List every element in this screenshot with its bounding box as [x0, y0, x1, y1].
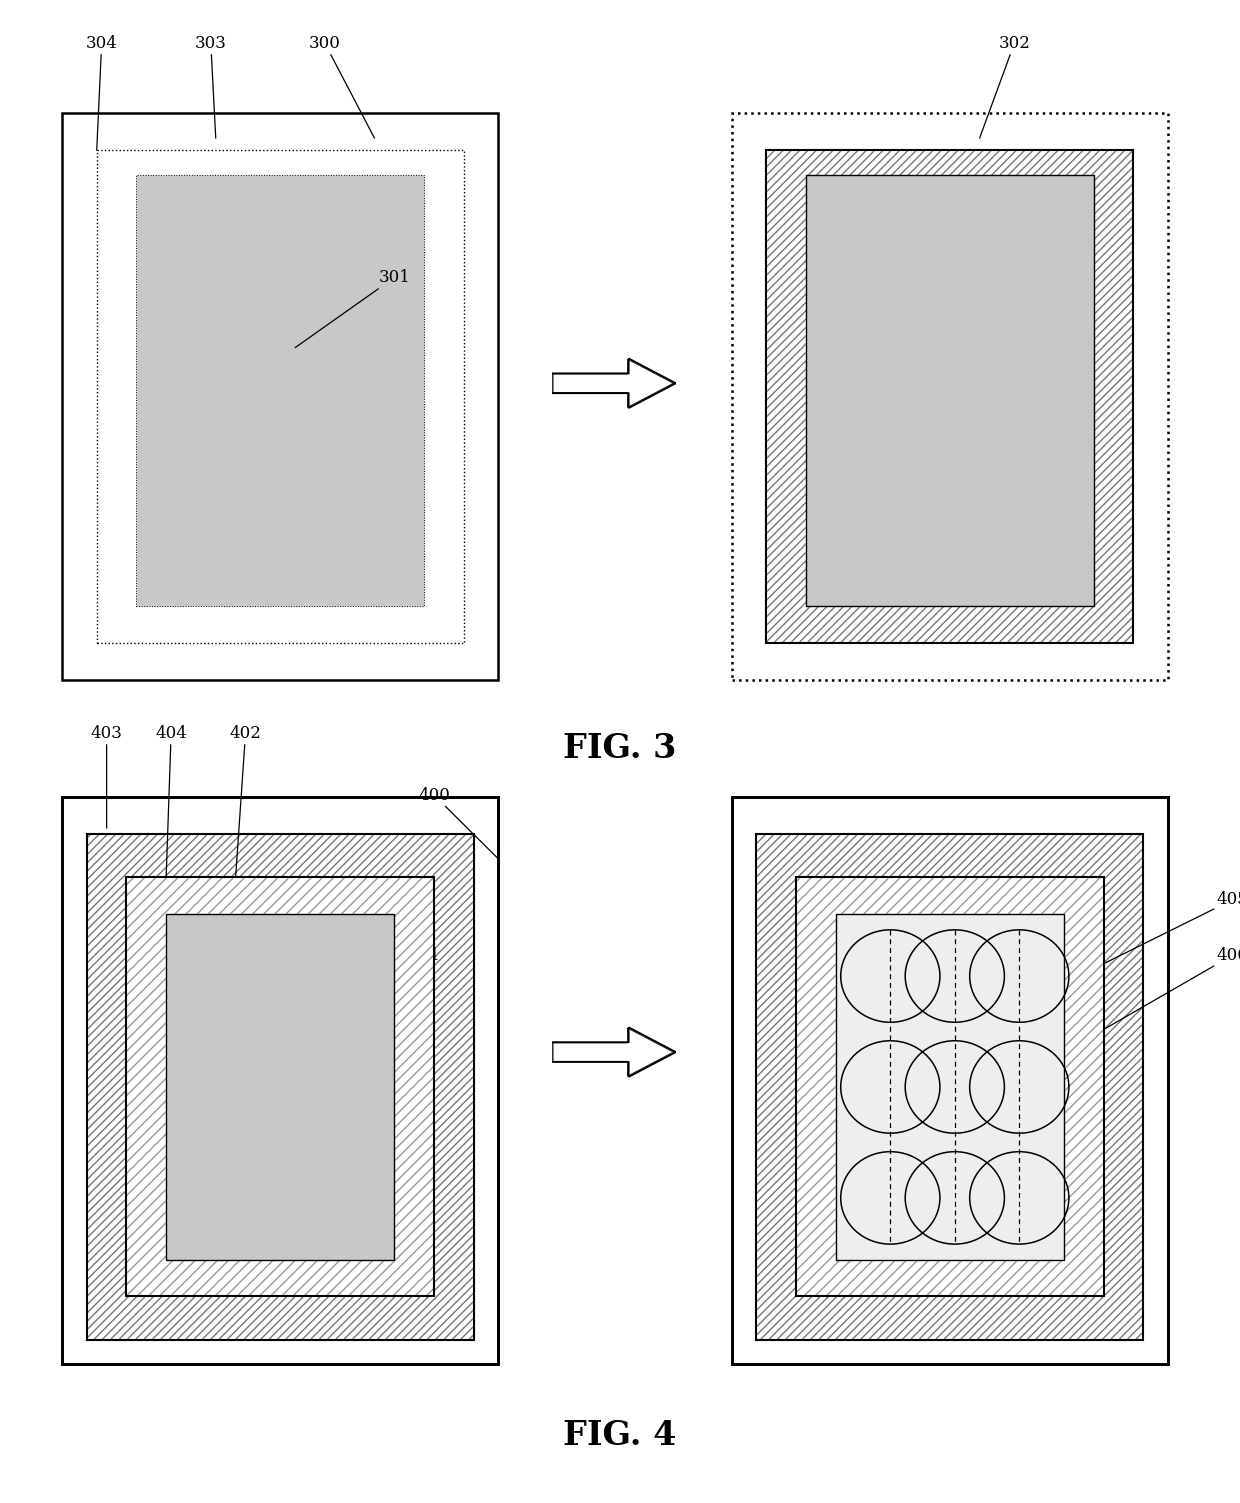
Bar — [62, 797, 498, 1365]
Bar — [756, 834, 1143, 1339]
Text: 304: 304 — [86, 35, 118, 150]
Bar — [97, 150, 464, 643]
Text: 404: 404 — [155, 724, 187, 878]
Bar — [732, 797, 1168, 1365]
Bar — [136, 176, 424, 606]
Bar — [796, 878, 1104, 1297]
Text: 303: 303 — [195, 35, 227, 138]
Bar — [766, 150, 1133, 643]
Text: 406: 406 — [1079, 947, 1240, 1043]
Text: 401: 401 — [310, 947, 440, 1025]
Bar — [166, 914, 394, 1260]
Bar — [62, 114, 498, 681]
Text: 300: 300 — [309, 35, 374, 138]
Polygon shape — [552, 359, 676, 407]
Text: 400: 400 — [418, 786, 498, 860]
Text: 403: 403 — [91, 724, 123, 828]
Bar — [806, 176, 1094, 606]
Bar — [87, 834, 474, 1339]
Text: 302: 302 — [980, 35, 1030, 138]
Bar — [87, 834, 474, 1339]
Bar — [126, 878, 434, 1297]
Bar — [126, 878, 434, 1297]
Text: 301: 301 — [295, 269, 410, 347]
Bar — [806, 176, 1094, 606]
Bar — [166, 914, 394, 1260]
Text: FIG. 4: FIG. 4 — [563, 1419, 677, 1452]
Polygon shape — [552, 1028, 676, 1076]
Bar — [836, 914, 1064, 1260]
Bar — [766, 150, 1133, 643]
Bar — [756, 834, 1143, 1339]
Bar — [836, 914, 1064, 1260]
Bar — [166, 914, 394, 1260]
Bar — [126, 878, 434, 1297]
Bar — [796, 878, 1104, 1297]
Bar — [806, 176, 1094, 606]
Text: 405: 405 — [1079, 891, 1240, 975]
Bar — [732, 114, 1168, 681]
Bar — [62, 797, 498, 1365]
Text: 402: 402 — [229, 724, 262, 878]
Bar — [732, 797, 1168, 1365]
Text: FIG. 3: FIG. 3 — [563, 732, 677, 765]
Bar — [766, 150, 1133, 643]
Bar — [796, 878, 1104, 1297]
